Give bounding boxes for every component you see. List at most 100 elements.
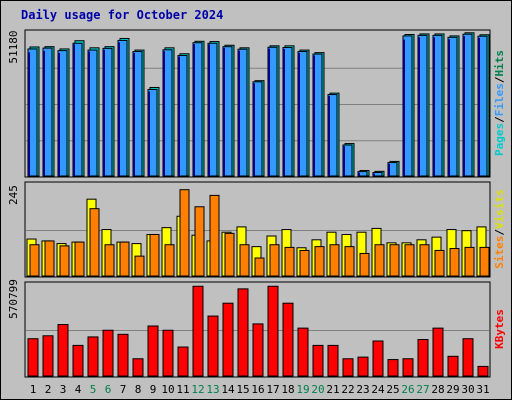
pages-bar (313, 55, 315, 176)
pages-bar (238, 50, 240, 177)
day-label: 12 (191, 383, 204, 396)
day-label: 28 (431, 383, 444, 396)
series-legend-label: KBytes (493, 309, 506, 349)
sites-bar (299, 249, 310, 277)
kbytes-bar (72, 344, 84, 377)
pages-bar (88, 51, 90, 176)
pages-bar (178, 56, 180, 176)
day-label: 9 (150, 383, 157, 396)
kbytes-bar (192, 285, 204, 377)
kbytes-bar (477, 365, 489, 377)
kbytes-bar (57, 324, 69, 377)
day-label: 27 (416, 383, 429, 396)
sites-bar (419, 244, 430, 277)
sites-bar (239, 244, 250, 277)
sites-bar (224, 232, 235, 277)
sites-bar (389, 244, 400, 277)
pages-bar (298, 52, 300, 177)
kbytes-bar (267, 285, 279, 377)
kbytes-bar (297, 327, 309, 377)
day-label: 1 (30, 383, 37, 396)
series-legend: Sites/Visits (493, 189, 506, 269)
kbytes-bar (327, 344, 339, 377)
series-legend: Pages/Files/Hits (493, 50, 506, 156)
pages-bar (73, 44, 75, 176)
pages-bar (58, 52, 60, 177)
kbytes-bar (402, 358, 414, 377)
series-legend-label: / (493, 229, 506, 236)
pages-bar (133, 52, 135, 177)
pages-bar (118, 42, 120, 176)
pages-bar (103, 49, 105, 176)
pages-bar (28, 52, 30, 176)
kbytes-bar (147, 325, 159, 377)
day-label: 29 (446, 383, 459, 396)
kbytes-bar (462, 338, 474, 377)
series-legend-label: Files (493, 83, 506, 116)
kbytes-bar (417, 339, 429, 377)
day-label: 16 (251, 383, 264, 396)
kbytes-bar (252, 323, 264, 377)
sites-bar (464, 246, 475, 277)
day-label: 2 (45, 383, 52, 396)
pages-bar (148, 91, 150, 176)
kbytes-bar (27, 338, 39, 377)
day-label: 23 (356, 383, 369, 396)
pages-bar (283, 48, 285, 176)
sites-bar (194, 206, 205, 277)
day-label: 22 (341, 383, 354, 396)
day-label: 6 (105, 383, 112, 396)
day-label: 13 (206, 383, 219, 396)
kbytes-bar (87, 336, 99, 377)
day-label: 10 (161, 383, 174, 396)
day-label: 17 (266, 383, 279, 396)
day-label: 8 (135, 383, 142, 396)
sites-bar (29, 244, 40, 277)
day-label: 7 (120, 383, 127, 396)
kbytes-bar (447, 355, 459, 377)
sites-bar (479, 246, 490, 277)
day-label: 4 (75, 383, 82, 396)
sites-bar (119, 241, 130, 277)
sites-bar (164, 244, 175, 277)
day-label: 24 (371, 383, 385, 396)
pages-bar (388, 163, 390, 176)
day-label: 20 (311, 383, 324, 396)
sites-bar (44, 240, 55, 277)
day-label: 18 (281, 383, 294, 396)
pages-bar (373, 173, 375, 176)
pages-bar (358, 172, 360, 176)
kbytes-bar (222, 302, 234, 377)
max-value-label: 51180 (7, 30, 20, 63)
pages-bar (208, 44, 210, 176)
sites-bar (269, 244, 280, 277)
max-value-label: 245 (7, 185, 20, 205)
day-label: 5 (90, 383, 97, 396)
sites-bar (179, 189, 190, 277)
kbytes-bar (177, 346, 189, 377)
pages-bar (163, 51, 165, 176)
pages-bar (403, 39, 405, 177)
pages-bar (43, 50, 45, 176)
sites-bar (449, 248, 460, 277)
pages-bar (253, 83, 255, 176)
day-label: 30 (461, 383, 474, 396)
kbytes-bar (312, 344, 324, 377)
pages-bar (433, 37, 435, 177)
kbytes-bar (372, 340, 384, 377)
day-label: 3 (60, 383, 67, 396)
day-label: 14 (221, 383, 235, 396)
sites-bar (434, 249, 445, 277)
kbytes-bar (387, 359, 399, 377)
day-label: 15 (236, 383, 249, 396)
series-legend-label: Hits (493, 50, 506, 77)
sites-bar (404, 244, 415, 277)
sites-bar (254, 257, 265, 277)
day-label: 11 (176, 383, 189, 396)
pages-bar (463, 36, 465, 177)
day-label: 21 (326, 383, 339, 396)
sites-bar (284, 246, 295, 277)
pages-bar (418, 37, 420, 177)
pages-bar (193, 44, 195, 177)
